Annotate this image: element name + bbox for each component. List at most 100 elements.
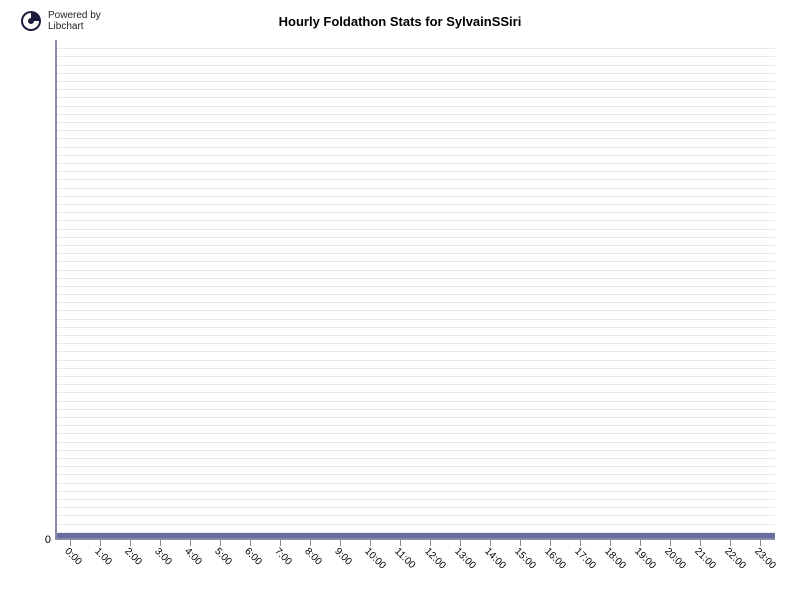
gridline — [57, 245, 775, 246]
gridline — [57, 376, 775, 377]
gridline — [57, 147, 775, 148]
x-tick-label: 10:00 — [362, 546, 387, 571]
x-tick-label: 1:00 — [92, 546, 114, 568]
gridline — [57, 524, 775, 525]
gridline — [57, 425, 775, 426]
chart-title: Hourly Foldathon Stats for SylvainSSiri — [0, 14, 800, 29]
x-tick-label: 8:00 — [302, 546, 324, 568]
plot-area: 0 — [55, 40, 775, 540]
x-tick-mark — [130, 540, 131, 546]
gridline — [57, 253, 775, 254]
gridline — [57, 401, 775, 402]
y-tick-0: 0 — [31, 534, 51, 546]
x-tick-mark — [370, 540, 371, 546]
x-tick-mark — [280, 540, 281, 546]
x-tick-label: 19:00 — [632, 546, 657, 571]
gridline — [57, 294, 775, 295]
gridline — [57, 89, 775, 90]
x-tick-mark — [340, 540, 341, 546]
gridline — [57, 229, 775, 230]
gridline — [57, 302, 775, 303]
x-tick-mark — [700, 540, 701, 546]
gridline — [57, 130, 775, 131]
x-tick-mark — [490, 540, 491, 546]
gridline — [57, 261, 775, 262]
gridline — [57, 204, 775, 205]
x-tick-label: 15:00 — [512, 546, 537, 571]
gridline — [57, 163, 775, 164]
x-tick-mark — [190, 540, 191, 546]
gridline — [57, 368, 775, 369]
gridline — [57, 466, 775, 467]
gridline — [57, 155, 775, 156]
x-tick-label: 23:00 — [752, 546, 777, 571]
x-tick-label: 17:00 — [572, 546, 597, 571]
gridline — [57, 450, 775, 451]
x-tick-label: 0:00 — [62, 546, 84, 568]
gridline — [57, 286, 775, 287]
x-tick-mark — [730, 540, 731, 546]
x-tick-mark — [70, 540, 71, 546]
x-tick-mark — [550, 540, 551, 546]
x-tick-mark — [310, 540, 311, 546]
x-tick-mark — [580, 540, 581, 546]
x-tick-mark — [610, 540, 611, 546]
gridline — [57, 327, 775, 328]
x-tick-label: 6:00 — [242, 546, 264, 568]
gridline — [57, 171, 775, 172]
x-tick-label: 21:00 — [692, 546, 717, 571]
x-tick-mark — [520, 540, 521, 546]
x-tick-mark — [100, 540, 101, 546]
x-tick-label: 22:00 — [722, 546, 747, 571]
x-tick-mark — [460, 540, 461, 546]
gridline — [57, 483, 775, 484]
gridline — [57, 417, 775, 418]
x-tick-label: 9:00 — [332, 546, 354, 568]
gridline — [57, 384, 775, 385]
gridline — [57, 106, 775, 107]
gridline — [57, 491, 775, 492]
gridline — [57, 220, 775, 221]
gridlines — [57, 40, 775, 538]
page: Powered by Libchart Hourly Foldathon Sta… — [0, 0, 800, 600]
gridline — [57, 97, 775, 98]
x-tick-label: 13:00 — [452, 546, 477, 571]
gridline — [57, 278, 775, 279]
x-tick-mark — [250, 540, 251, 546]
gridline — [57, 179, 775, 180]
gridline — [57, 360, 775, 361]
gridline — [57, 65, 775, 66]
gridline — [57, 188, 775, 189]
x-tick-mark — [760, 540, 761, 546]
x-tick-label: 3:00 — [152, 546, 174, 568]
plot-frame — [55, 40, 775, 540]
gridline — [57, 351, 775, 352]
x-tick-label: 4:00 — [182, 546, 204, 568]
gridline — [57, 56, 775, 57]
gridline — [57, 138, 775, 139]
gridline — [57, 73, 775, 74]
x-tick-label: 18:00 — [602, 546, 627, 571]
x-tick-label: 20:00 — [662, 546, 687, 571]
gridline — [57, 515, 775, 516]
x-tick-label: 14:00 — [482, 546, 507, 571]
x-tick-mark — [430, 540, 431, 546]
gridline — [57, 343, 775, 344]
gridline — [57, 392, 775, 393]
x-tick-label: 5:00 — [212, 546, 234, 568]
x-tick-label: 12:00 — [422, 546, 447, 571]
gridline — [57, 409, 775, 410]
gridline — [57, 212, 775, 213]
gridline — [57, 507, 775, 508]
gridline — [57, 442, 775, 443]
x-tick-label: 16:00 — [542, 546, 567, 571]
x-tick-mark — [400, 540, 401, 546]
gridline — [57, 81, 775, 82]
x-tick-mark — [160, 540, 161, 546]
x-axis-ticks: 0:001:002:003:004:005:006:007:008:009:00… — [55, 540, 775, 590]
gridline — [57, 310, 775, 311]
gridline — [57, 335, 775, 336]
x-tick-mark — [670, 540, 671, 546]
x-tick-mark — [640, 540, 641, 546]
gridline — [57, 499, 775, 500]
